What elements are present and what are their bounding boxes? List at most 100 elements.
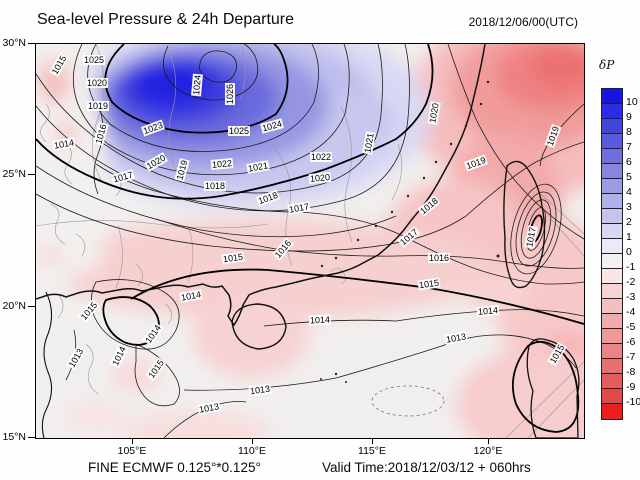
- pressure-fall-core3-ne: [532, 46, 584, 86]
- contour-label: 1022: [210, 158, 234, 170]
- contour-label-layer: 1015 1025 1020 1019 1016 1014 1024 1026 1025 1024…: [36, 44, 584, 438]
- model-info: FINE ECMWF 0.125°*0.125°: [88, 460, 261, 475]
- colorbar-tick-label: -5: [626, 321, 636, 333]
- colorbar-tick-label: -7: [626, 351, 636, 363]
- colorbar-tick-label: 5: [626, 171, 632, 183]
- contour-label: 1023: [140, 119, 166, 137]
- lat-tick-label: 30°N: [2, 37, 26, 49]
- colorbar-segment: [602, 104, 622, 119]
- colorbar-tick-label: 10: [626, 96, 638, 108]
- colorbar-tick-label: -8: [626, 366, 636, 378]
- colorbar-title: δP: [599, 58, 615, 72]
- isobar-1026: [163, 44, 259, 101]
- colorbar-segment: [602, 224, 622, 239]
- isobar-1022: [36, 44, 383, 194]
- lat-tick: [28, 305, 35, 307]
- contour-label: 1014: [52, 137, 76, 151]
- colorbar-segment: [602, 194, 622, 209]
- contour-label: 1015: [78, 299, 100, 323]
- contour-label: 1018: [417, 195, 441, 217]
- south-pink-1: [121, 410, 271, 438]
- taiwan-contour-4: [510, 183, 562, 275]
- contour-label: 1017: [524, 225, 538, 249]
- lon-tick: [487, 438, 489, 444]
- colorbar-tick-label: 0: [626, 246, 632, 258]
- contour-label: 1020: [143, 152, 169, 172]
- china-coastline: [36, 44, 486, 327]
- taiwan-contour-2: [520, 199, 552, 259]
- colorbar-tick-label: 6: [626, 156, 632, 168]
- colorbar-segment: [602, 359, 622, 374]
- colorbar-segment: [602, 254, 622, 269]
- contour-label: 1024: [260, 118, 284, 134]
- isobar-1017: [95, 163, 584, 285]
- colorbar-segment: [602, 284, 622, 299]
- west-pink-3: [37, 246, 63, 266]
- contour-label: 1016: [93, 122, 109, 146]
- contour-label: 1018: [203, 181, 227, 191]
- colorbar-segment: [602, 389, 622, 404]
- vietnam-coastline: [41, 291, 53, 438]
- contour-label: 1025: [82, 55, 106, 65]
- contour-label: 1013: [248, 383, 272, 397]
- contour-label: 1013: [197, 401, 221, 415]
- contour-label: 1025: [227, 126, 251, 136]
- contour-label: 1026: [225, 82, 235, 106]
- contour-label: 1015: [221, 251, 245, 265]
- contour-label: 1014: [179, 289, 203, 303]
- west-pink-2: [68, 271, 108, 297]
- lon-tick-label: 110°E: [238, 445, 266, 457]
- contour-label: 1018: [255, 189, 281, 207]
- colorbar-tick-label: 1: [626, 231, 632, 243]
- isobar-1020-bold: [36, 44, 434, 200]
- south-china-pink-band: [46, 219, 496, 319]
- colorbar-tick-label: -6: [626, 336, 636, 348]
- colorbar-tick-label: 8: [626, 126, 632, 138]
- lat-tick-label: 20°N: [2, 300, 26, 312]
- se-pink: [456, 349, 584, 438]
- contour-label: 1019: [463, 154, 489, 172]
- lon-tick-label: 115°E: [358, 445, 386, 457]
- isobar-sw-loop2: [134, 343, 180, 407]
- nw-corner-pink: [38, 60, 70, 104]
- contour-label: 1014: [476, 305, 500, 317]
- colorbar-segment: [602, 89, 622, 104]
- colorbar: [601, 88, 623, 420]
- contour-label: 1015: [547, 341, 567, 367]
- lat-tick-label: 15°N: [2, 431, 26, 443]
- contour-label: 1014: [142, 322, 164, 346]
- isobar-1016w: [93, 103, 104, 195]
- contour-label: 1017: [111, 169, 135, 185]
- taiwan-island: [503, 160, 546, 289]
- datetime-stamp: 2018/12/06/00(UTC): [468, 15, 578, 29]
- colorbar-tick-label: 7: [626, 141, 632, 153]
- isobar-1021: [36, 44, 410, 212]
- contour-label: 1016: [427, 253, 451, 263]
- colorbar-segment: [602, 299, 622, 314]
- contour-label: 1024: [191, 73, 203, 97]
- isobar-1025-bold: [104, 44, 289, 134]
- lon-tick-label: 105°E: [117, 445, 147, 457]
- colorbar-segment: [602, 329, 622, 344]
- lat-tick: [28, 436, 35, 438]
- isobar-1016: [155, 218, 584, 269]
- contour-label: 1016: [272, 237, 294, 261]
- isobar-sw-bold-loop: [102, 296, 160, 346]
- coastal-islands: [320, 80, 500, 383]
- lon-tick: [371, 438, 373, 444]
- page-title: Sea-level Pressure & 24h Departure: [37, 11, 295, 28]
- lon-tick-label: 120°E: [473, 445, 503, 457]
- colorbar-segment: [602, 134, 622, 149]
- contour-label: 1015: [417, 277, 441, 291]
- contour-label: 1020: [427, 101, 441, 125]
- isobar-1023: [73, 44, 350, 176]
- contour-label: 1019: [86, 101, 110, 111]
- lon-tick: [131, 438, 133, 444]
- contour-label: 1017: [397, 226, 421, 248]
- colorbar-tick-label: -3: [626, 291, 636, 303]
- colorbar-tick-label: 3: [626, 201, 632, 213]
- contour-label: 1013: [444, 331, 468, 345]
- map-area: 1015 1025 1020 1019 1016 1014 1024 1026 1025 1024…: [36, 44, 584, 438]
- colorbar-tick-label: -10: [626, 396, 640, 408]
